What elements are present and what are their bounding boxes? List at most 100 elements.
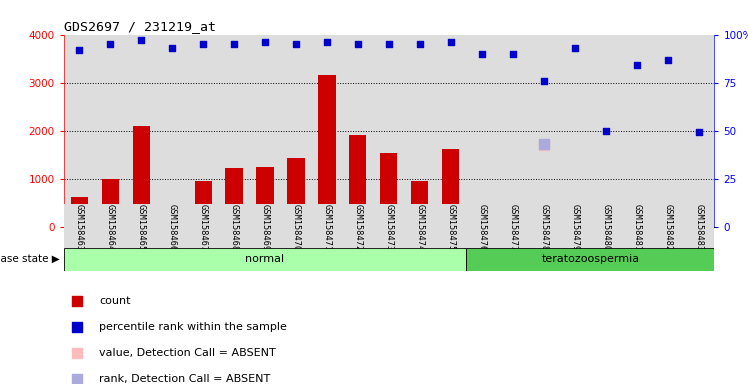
- Bar: [64, 204, 94, 248]
- Text: GSM158482: GSM158482: [663, 204, 672, 252]
- Bar: [628, 223, 646, 227]
- Point: [538, 142, 550, 148]
- Bar: [435, 35, 467, 227]
- Bar: [622, 204, 652, 248]
- Bar: [156, 204, 188, 248]
- Point: [538, 141, 550, 147]
- Point: [70, 350, 82, 356]
- Text: GSM158468: GSM158468: [230, 204, 239, 252]
- Bar: [442, 149, 459, 227]
- Bar: [311, 204, 343, 248]
- Point: [476, 51, 488, 57]
- Bar: [684, 204, 714, 248]
- Point: [445, 39, 457, 45]
- Bar: [405, 204, 435, 248]
- Bar: [64, 35, 94, 227]
- Point: [290, 41, 302, 47]
- Bar: [311, 35, 343, 227]
- Point: [507, 51, 519, 57]
- Bar: [188, 204, 218, 248]
- Text: GSM158473: GSM158473: [384, 204, 393, 252]
- Text: GDS2697 / 231219_at: GDS2697 / 231219_at: [64, 20, 215, 33]
- Point: [70, 376, 82, 382]
- Text: GSM158465: GSM158465: [137, 204, 146, 252]
- Bar: [257, 167, 274, 227]
- Text: normal: normal: [245, 254, 284, 264]
- Bar: [473, 216, 491, 227]
- Point: [693, 129, 705, 136]
- Text: GSM158474: GSM158474: [415, 204, 424, 252]
- Point: [197, 41, 209, 47]
- Point: [631, 62, 643, 68]
- Text: GSM158467: GSM158467: [198, 204, 207, 252]
- Point: [538, 78, 550, 84]
- Bar: [126, 35, 156, 227]
- Point: [352, 41, 364, 47]
- Bar: [94, 35, 126, 227]
- Bar: [164, 208, 180, 227]
- Text: teratozoospermia: teratozoospermia: [542, 254, 640, 264]
- Bar: [218, 204, 250, 248]
- Point: [73, 47, 85, 53]
- Bar: [467, 204, 497, 248]
- Bar: [598, 223, 614, 227]
- Text: disease state ▶: disease state ▶: [0, 254, 60, 264]
- Text: GSM158480: GSM158480: [601, 204, 610, 252]
- Bar: [126, 204, 156, 248]
- Bar: [684, 35, 714, 227]
- Point: [135, 37, 147, 43]
- Bar: [590, 35, 622, 227]
- Bar: [659, 220, 676, 227]
- Bar: [188, 35, 218, 227]
- Bar: [405, 35, 435, 227]
- Bar: [373, 204, 405, 248]
- Bar: [528, 35, 560, 227]
- Point: [104, 41, 116, 47]
- Bar: [373, 35, 405, 227]
- Bar: [497, 35, 528, 227]
- Bar: [102, 179, 119, 227]
- Point: [228, 41, 240, 47]
- Point: [70, 298, 82, 304]
- Bar: [528, 204, 560, 248]
- Bar: [536, 223, 553, 227]
- Text: GSM158483: GSM158483: [694, 204, 703, 252]
- Point: [166, 45, 178, 51]
- Bar: [280, 35, 311, 227]
- Bar: [250, 35, 280, 227]
- Bar: [560, 204, 590, 248]
- Bar: [343, 35, 373, 227]
- Text: GSM158475: GSM158475: [447, 204, 456, 252]
- Bar: [349, 136, 367, 227]
- Bar: [381, 153, 397, 227]
- Bar: [467, 248, 714, 271]
- Bar: [411, 182, 429, 227]
- Bar: [132, 126, 150, 227]
- Text: rank, Detection Call = ABSENT: rank, Detection Call = ABSENT: [99, 374, 271, 384]
- Bar: [156, 35, 188, 227]
- Bar: [590, 204, 622, 248]
- Point: [569, 45, 581, 51]
- Bar: [504, 217, 521, 227]
- Text: GSM158479: GSM158479: [571, 204, 580, 252]
- Bar: [560, 35, 590, 227]
- Text: GSM158481: GSM158481: [632, 204, 641, 252]
- Text: GSM158472: GSM158472: [354, 204, 363, 252]
- Point: [414, 41, 426, 47]
- Bar: [218, 35, 250, 227]
- Bar: [652, 35, 684, 227]
- Bar: [319, 75, 336, 227]
- Text: percentile rank within the sample: percentile rank within the sample: [99, 322, 287, 332]
- Bar: [64, 248, 467, 271]
- Bar: [287, 159, 304, 227]
- Bar: [94, 204, 126, 248]
- Text: GSM158470: GSM158470: [292, 204, 301, 252]
- Text: GSM158469: GSM158469: [260, 204, 269, 252]
- Point: [259, 39, 271, 45]
- Text: GSM158477: GSM158477: [509, 204, 518, 252]
- Bar: [343, 204, 373, 248]
- Point: [70, 324, 82, 330]
- Bar: [566, 206, 583, 227]
- Bar: [280, 204, 311, 248]
- Text: GSM158478: GSM158478: [539, 204, 548, 252]
